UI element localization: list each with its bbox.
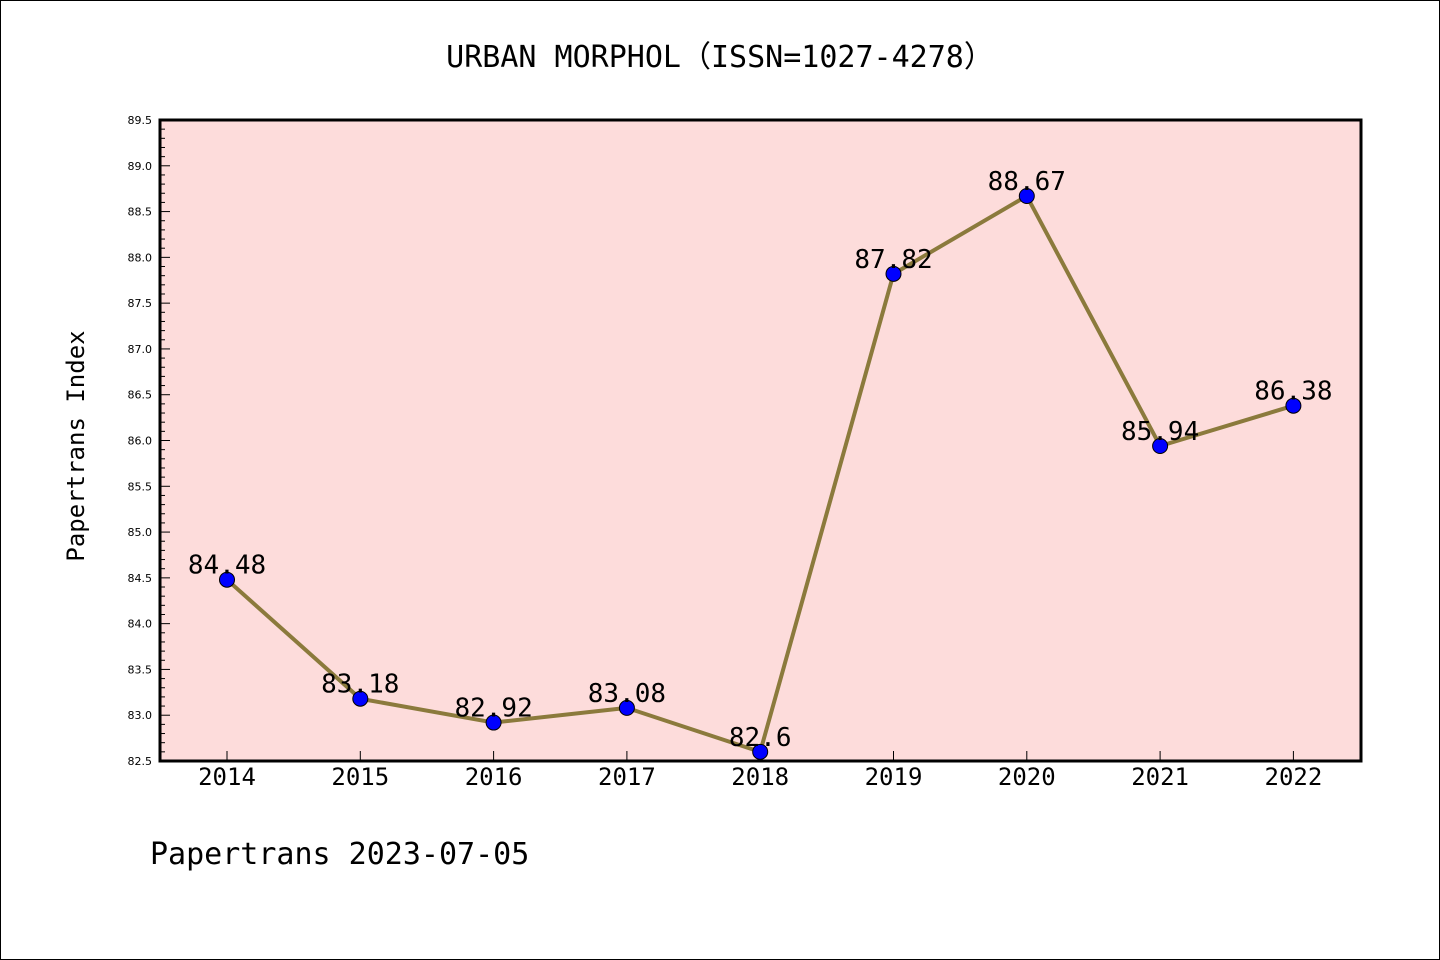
y-tick-label: 86.0: [128, 435, 153, 448]
x-tick-label: 2019: [865, 763, 923, 791]
data-label: 83.08: [588, 679, 666, 709]
data-point: [1285, 397, 1302, 414]
data-label: 82.6: [729, 723, 792, 753]
x-tick-label: 2021: [1131, 763, 1189, 791]
x-tick-label: 2014: [198, 763, 256, 791]
y-tick-labels: 82.5 83.0 83.5 84.0 84.5 85.0 85.5 86.0 86.5 87.0…: [128, 114, 153, 768]
data-point: [885, 265, 902, 282]
y-tick-label: 85.5: [128, 480, 153, 493]
x-tick-label: 2022: [1265, 763, 1323, 791]
data-label: 88.67: [988, 167, 1066, 197]
data-label: 86.38: [1254, 377, 1332, 407]
axis-ticks: [160, 119, 1294, 762]
x-tick-label: 2018: [731, 763, 789, 791]
data-point: [1018, 188, 1035, 205]
y-axis-label: Papertrans Index: [62, 330, 90, 561]
y-tick-label: 85.0: [128, 526, 153, 539]
data-label: 87.82: [854, 245, 932, 275]
data-point: [752, 743, 769, 760]
y-tick-label: 84.5: [128, 572, 153, 585]
y-tick-label: 88.5: [128, 206, 153, 219]
data-labels: 84.48 83.18 82.92 83.08 82.6 87.82 88.67 85.94 8…: [188, 167, 1333, 753]
y-tick-label: 88.0: [128, 251, 153, 264]
y-tick-label: 83.0: [128, 709, 153, 722]
y-tick-label: 86.5: [128, 389, 153, 402]
footer-text: Papertrans 2023-07-05: [150, 837, 529, 872]
data-point: [352, 690, 369, 707]
data-point: [219, 571, 235, 588]
data-point: [485, 714, 502, 731]
x-tick-label: 2015: [331, 763, 389, 791]
y-tick-label: 84.0: [128, 618, 153, 631]
y-tick-label: 87.0: [128, 343, 153, 356]
y-tick-label: 89.5: [128, 114, 153, 127]
data-label: 84.48: [188, 551, 266, 581]
data-point: [1152, 437, 1169, 454]
y-tick-label: 83.5: [128, 663, 153, 676]
data-label: 82.92: [454, 694, 532, 724]
y-tick-label: 82.5: [128, 755, 153, 768]
y-tick-label: 89.0: [128, 160, 153, 173]
x-tick-label: 2020: [998, 763, 1056, 791]
data-label: 83.18: [321, 670, 399, 700]
data-label: 85.94: [1121, 417, 1199, 447]
x-tick-label: 2017: [598, 763, 656, 791]
y-tick-label: 87.5: [128, 297, 153, 310]
data-point: [618, 699, 635, 716]
series-markers: [219, 188, 1302, 760]
x-tick-labels: 2014 2015 2016 2017 2018 2019 2020 2021 2022: [198, 763, 1322, 791]
chart-title: URBAN MORPHOL（ISSN=1027-4278）: [446, 40, 994, 75]
x-tick-label: 2016: [465, 763, 523, 791]
